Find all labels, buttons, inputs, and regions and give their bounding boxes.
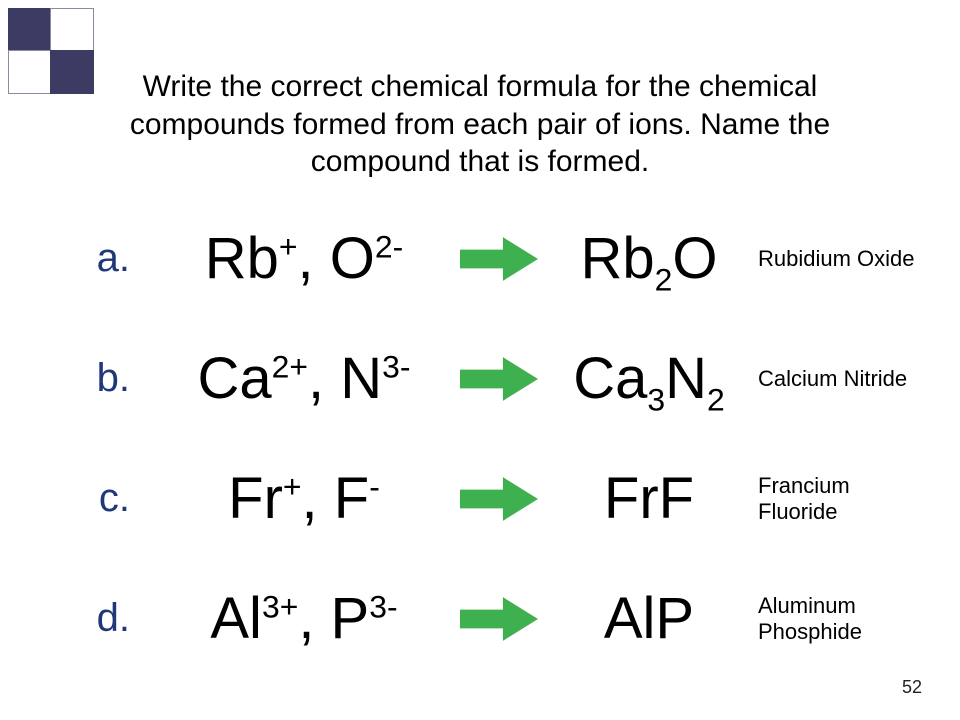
- compound-name: Francium Fluoride: [754, 473, 920, 525]
- answer-row: c.Fr+, F- FrFFrancium Fluoride: [40, 439, 920, 559]
- slide-content: Write the correct chemical formula for t…: [0, 0, 960, 720]
- ion-pair: Al3+, P3-: [154, 585, 454, 652]
- arrow-icon: [454, 593, 544, 645]
- arrow-icon: [454, 353, 544, 405]
- row-letter: d.: [40, 596, 154, 641]
- page-number: 52: [902, 677, 922, 698]
- compound-formula: Rb2O: [544, 225, 754, 292]
- row-letter: a.: [40, 236, 154, 281]
- ion-pair: Fr+, F-: [154, 465, 454, 532]
- arrow-icon: [454, 233, 544, 285]
- compound-name: Rubidium Oxide: [754, 246, 920, 272]
- compound-formula: AlP: [544, 585, 754, 652]
- instruction-text: Write the correct chemical formula for t…: [80, 68, 880, 181]
- compound-name: Calcium Nitride: [754, 366, 920, 392]
- answer-row: d.Al3+, P3- AlPAluminum Phosphide: [40, 559, 920, 679]
- arrow-icon: [454, 473, 544, 525]
- ion-pair: Rb+, O2-: [154, 225, 454, 292]
- answer-row: a.Rb+, O2- Rb2ORubidium Oxide: [40, 199, 920, 319]
- compound-name: Aluminum Phosphide: [754, 593, 920, 645]
- row-letter: b.: [40, 356, 154, 401]
- rows-container: a.Rb+, O2- Rb2ORubidium Oxide b.Ca2+, N3- C…: [40, 199, 920, 679]
- compound-formula: Ca3N2: [544, 345, 754, 412]
- answer-row: b.Ca2+, N3- Ca3N2Calcium Nitride: [40, 319, 920, 439]
- row-letter: c.: [40, 476, 154, 521]
- compound-formula: FrF: [544, 465, 754, 532]
- ion-pair: Ca2+, N3-: [154, 345, 454, 412]
